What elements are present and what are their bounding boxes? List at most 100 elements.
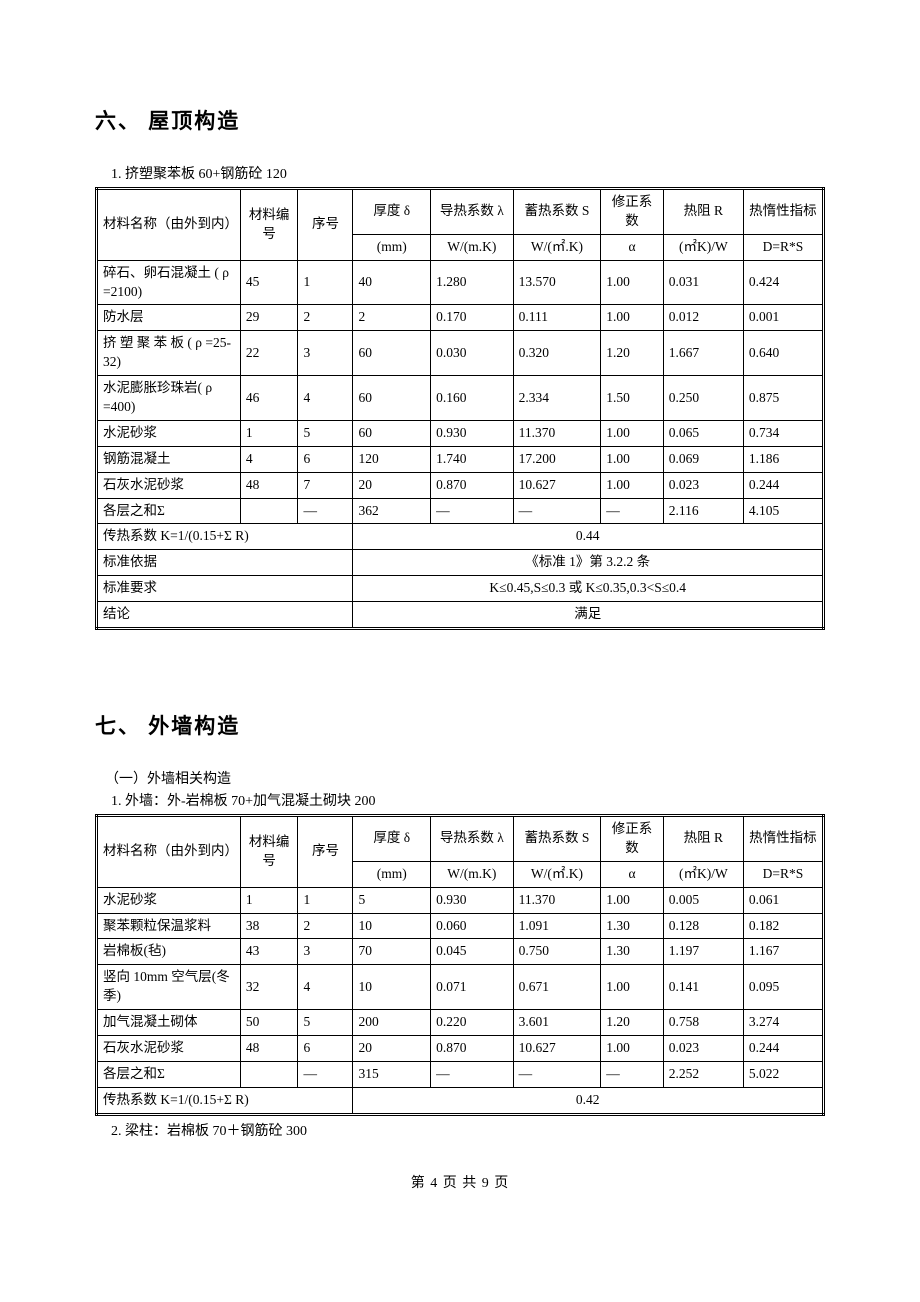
table-cell: 1.00	[601, 305, 664, 331]
table-body: 碎石、卵石混凝土 ( ρ =2100)451401.28013.5701.000…	[97, 260, 824, 524]
page: 六、 屋顶构造 1. 挤塑聚苯板 60+钢筋砼 120 材料名称（由外到内） 材…	[0, 0, 920, 1232]
th-material-no: 材料编号	[240, 816, 298, 888]
table-cell: 0.005	[663, 887, 743, 913]
table-cell: 0.012	[663, 305, 743, 331]
summary-value: 0.42	[353, 1087, 824, 1114]
table-cell: 1.50	[601, 376, 664, 421]
table-cell: 7	[298, 472, 353, 498]
table-cell: 1.667	[663, 331, 743, 376]
table-cell: 5	[298, 420, 353, 446]
table-cell: 11.370	[513, 887, 601, 913]
table-cell: 4	[298, 965, 353, 1010]
table-cell: 水泥膨胀珍珠岩( ρ =400)	[97, 376, 241, 421]
table-row: 岩棉板(毡)433700.0450.7501.301.1971.167	[97, 939, 824, 965]
table-cell: 1.186	[743, 446, 823, 472]
section6-item1-title: 1. 挤塑聚苯板 60+钢筋砼 120	[111, 163, 825, 183]
table-row: 水泥膨胀珍珠岩( ρ =400)464600.1602.3341.500.250…	[97, 376, 824, 421]
table-row: 挤 塑 聚 苯 板 ( ρ =25-32)223600.0300.3201.20…	[97, 331, 824, 376]
table-header-row1: 材料名称（由外到内） 材料编号 序号 厚度 δ 导热系数 λ 蓄热系数 S 修正…	[97, 816, 824, 862]
th-r: 热阻 R	[663, 816, 743, 862]
table-cell: 48	[240, 472, 298, 498]
th-alpha-unit: α	[601, 861, 664, 887]
table-cell: 1.740	[431, 446, 514, 472]
table-cell: 32	[240, 965, 298, 1010]
table-cell: 46	[240, 376, 298, 421]
table-cell: 4.105	[743, 498, 823, 524]
table-cell: 1.00	[601, 446, 664, 472]
table-cell: 石灰水泥砂浆	[97, 472, 241, 498]
table-cell: 1.30	[601, 939, 664, 965]
table-cell: 0.930	[431, 420, 514, 446]
table-cell: 防水层	[97, 305, 241, 331]
roof-construction-table: 材料名称（由外到内） 材料编号 序号 厚度 δ 导热系数 λ 蓄热系数 S 修正…	[95, 187, 825, 630]
table-cell: 10.627	[513, 472, 601, 498]
table-cell: 0.671	[513, 965, 601, 1010]
table-cell: 0.170	[431, 305, 514, 331]
th-material-name: 材料名称（由外到内）	[97, 816, 241, 888]
summary-row: 标准要求K≤0.45,S≤0.3 或 K≤0.35,0.3<S≤0.4	[97, 576, 824, 602]
table-cell: 0.870	[431, 1036, 514, 1062]
table-cell: 2.252	[663, 1061, 743, 1087]
table-cell: 3	[298, 331, 353, 376]
table-cell: 50	[240, 1010, 298, 1036]
th-thickness-unit: (mm)	[353, 234, 431, 260]
table-cell: 3.274	[743, 1010, 823, 1036]
table-cell: 1.00	[601, 420, 664, 446]
table-cell: 0.111	[513, 305, 601, 331]
table-cell: 43	[240, 939, 298, 965]
table-cell: 48	[240, 1036, 298, 1062]
table-cell: 1.00	[601, 260, 664, 305]
table-cell: 0.065	[663, 420, 743, 446]
table-row: 各层之和Σ—315———2.2525.022	[97, 1061, 824, 1087]
th-thickness: 厚度 δ	[353, 189, 431, 235]
table-row: 碎石、卵石混凝土 ( ρ =2100)451401.28013.5701.000…	[97, 260, 824, 305]
summary-row: 传热系数 K=1/(0.15+Σ R)0.44	[97, 524, 824, 550]
table-cell: 0.875	[743, 376, 823, 421]
table-cell: —	[431, 1061, 514, 1087]
th-thickness: 厚度 δ	[353, 816, 431, 862]
table-cell: 各层之和Σ	[97, 498, 241, 524]
summary-row: 结论满足	[97, 602, 824, 629]
table-cell: 38	[240, 913, 298, 939]
table-cell: 4	[240, 446, 298, 472]
table-cell: 岩棉板(毡)	[97, 939, 241, 965]
table-row: 聚苯颗粒保温浆料382100.0601.0911.300.1280.182	[97, 913, 824, 939]
table-cell: 5	[298, 1010, 353, 1036]
table-cell: 1	[298, 887, 353, 913]
table-cell: 0.141	[663, 965, 743, 1010]
table-cell: 0.640	[743, 331, 823, 376]
table-cell: —	[601, 498, 664, 524]
table-cell: 4	[298, 376, 353, 421]
table-cell: 5.022	[743, 1061, 823, 1087]
table-cell: 1	[240, 420, 298, 446]
table-cell: 0.023	[663, 472, 743, 498]
th-alpha-unit: α	[601, 234, 664, 260]
table-cell: 1.167	[743, 939, 823, 965]
th-alpha: 修正系数	[601, 189, 664, 235]
table-cell: 石灰水泥砂浆	[97, 1036, 241, 1062]
section7-sub1: （一）外墙相关构造	[105, 768, 825, 788]
table-cell: 1.30	[601, 913, 664, 939]
table-cell: 45	[240, 260, 298, 305]
table-cell: 水泥砂浆	[97, 420, 241, 446]
table-cell: 6	[298, 1036, 353, 1062]
table-cell: 0.071	[431, 965, 514, 1010]
table-summary: 传热系数 K=1/(0.15+Σ R)0.44标准依据《标准 1》第 3.2.2…	[97, 524, 824, 629]
table-cell: 0.031	[663, 260, 743, 305]
table-cell: 0.758	[663, 1010, 743, 1036]
table-row: 防水层29220.1700.1111.000.0120.001	[97, 305, 824, 331]
table-row: 各层之和Σ—362———2.1164.105	[97, 498, 824, 524]
table-cell: 0.045	[431, 939, 514, 965]
section7-item1-title: 1. 外墙：外-岩棉板 70+加气混凝土砌块 200	[111, 790, 825, 810]
table-cell	[240, 1061, 298, 1087]
summary-value: 《标准 1》第 3.2.2 条	[353, 550, 824, 576]
table-cell: 1	[240, 887, 298, 913]
table-cell: 0.734	[743, 420, 823, 446]
th-s: 蓄热系数 S	[513, 189, 601, 235]
table-cell: 0.750	[513, 939, 601, 965]
table-cell: 钢筋混凝土	[97, 446, 241, 472]
table-cell: —	[431, 498, 514, 524]
table-cell: 70	[353, 939, 431, 965]
th-seq: 序号	[298, 189, 353, 261]
th-material-no: 材料编号	[240, 189, 298, 261]
